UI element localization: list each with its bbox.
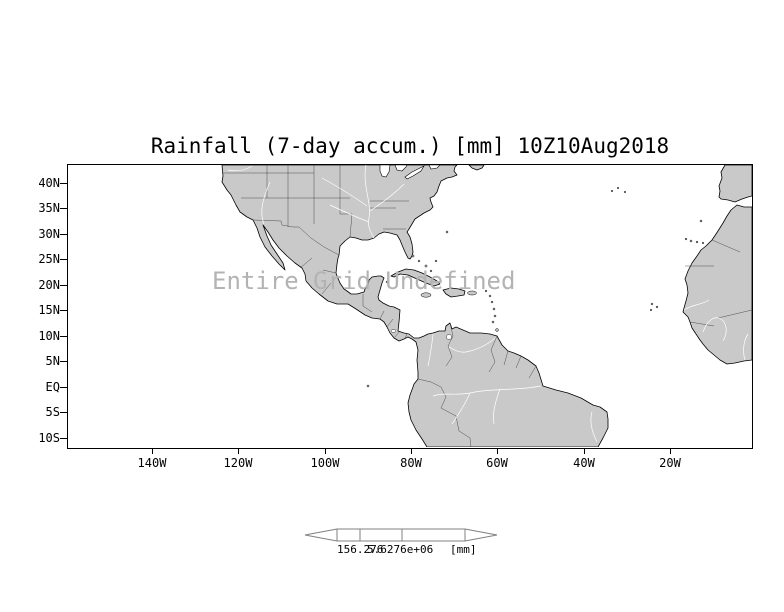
iberia-landmass — [718, 165, 752, 203]
political-borders — [222, 165, 752, 447]
rivers — [227, 165, 749, 443]
lat-tick-label: 10N — [38, 329, 60, 343]
amazon-tributary-2 — [493, 388, 501, 425]
cozumel-island — [385, 280, 389, 284]
lat-tick — [60, 208, 67, 209]
lon-tick-label: 60W — [486, 456, 508, 470]
niger-river — [702, 317, 727, 342]
lon-tick — [411, 448, 412, 454]
lake-maracaibo — [446, 334, 452, 340]
lake-ontario — [428, 165, 441, 170]
lon-tick — [325, 448, 326, 454]
amazon-river — [432, 385, 542, 397]
lat-tick — [60, 234, 67, 235]
lon-tick — [584, 448, 585, 454]
lon-tick — [152, 448, 153, 454]
jamaica-island — [420, 292, 432, 298]
map-canvas — [221, 165, 752, 447]
lon-tick — [670, 448, 671, 454]
lat-tick-label: 5N — [45, 354, 60, 368]
lat-tick — [60, 361, 67, 362]
lat-tick — [60, 285, 67, 286]
lat-tick — [60, 183, 67, 184]
plot-frame — [67, 164, 753, 449]
lon-tick — [238, 448, 239, 454]
lon-tick-label: 40W — [573, 456, 595, 470]
lakes — [379, 165, 452, 340]
landmasses — [221, 165, 752, 447]
orinoco-river — [448, 337, 496, 353]
lon-tick — [497, 448, 498, 454]
americas-landmass — [221, 165, 609, 447]
amazon-tributary-1 — [451, 392, 471, 425]
colorado-river — [261, 181, 271, 225]
lat-tick — [60, 412, 67, 413]
page-title: Rainfall (7-day accum.) [mm] 10Z10Aug201… — [150, 134, 670, 158]
lat-tick — [60, 259, 67, 260]
lake-erie — [404, 165, 425, 180]
lat-tick — [60, 310, 67, 311]
puerto-rico-island — [467, 290, 477, 296]
lat-tick — [60, 387, 67, 388]
missouri-river — [321, 177, 368, 207]
lake-nicaragua — [391, 329, 397, 333]
lat-tick — [60, 336, 67, 337]
arkansas-river — [329, 204, 370, 223]
colorbar-dividers — [336, 529, 466, 541]
lat-tick-label: 40N — [38, 176, 60, 190]
lat-tick-label: 5S — [45, 405, 60, 419]
cuba-island — [390, 268, 441, 287]
colorbar-units-label: [mm] — [450, 543, 477, 556]
lake-michigan — [379, 165, 391, 178]
mississippi-river — [364, 165, 375, 239]
lon-tick-label: 100W — [310, 456, 340, 470]
colorbar-arrow-bar — [304, 528, 498, 542]
lon-tick-label: 20W — [659, 456, 681, 470]
colorbar-label-max: 5.6276e+06 — [367, 543, 434, 556]
sao-francisco-river — [590, 411, 598, 443]
no-data-message: Entire Grid Undefined — [212, 267, 516, 295]
lon-tick-label: 140W — [137, 456, 167, 470]
senegal-river — [683, 299, 710, 311]
hispaniola-island — [442, 287, 466, 298]
lat-tick-label: 15N — [38, 303, 60, 317]
africa-landmass — [682, 204, 752, 365]
colorbar — [304, 528, 498, 542]
colorbar-label-min: 156.276 — [337, 543, 384, 556]
lon-tick-label: 80W — [400, 456, 422, 470]
atlantic-islands — [445, 186, 705, 312]
lake-huron — [394, 165, 408, 172]
bahamas-islands — [411, 254, 438, 273]
nova-scotia-landmass — [468, 165, 485, 171]
lat-tick-label: 10S — [38, 431, 60, 445]
ohio-river — [369, 183, 405, 212]
volta-river — [743, 333, 749, 361]
lat-tick-label: 25N — [38, 252, 60, 266]
magdalena-river — [427, 333, 434, 367]
galapagos-island — [366, 384, 370, 388]
lon-tick-label: 120W — [223, 456, 253, 470]
lesser-antilles-islands — [484, 289, 499, 332]
lat-tick-label: 35N — [38, 201, 60, 215]
lat-tick-label: 20N — [38, 278, 60, 292]
lat-tick — [60, 438, 67, 439]
lat-tick-label: EQ — [45, 380, 60, 394]
lat-tick-label: 30N — [38, 227, 60, 241]
columbia-river — [227, 165, 253, 172]
